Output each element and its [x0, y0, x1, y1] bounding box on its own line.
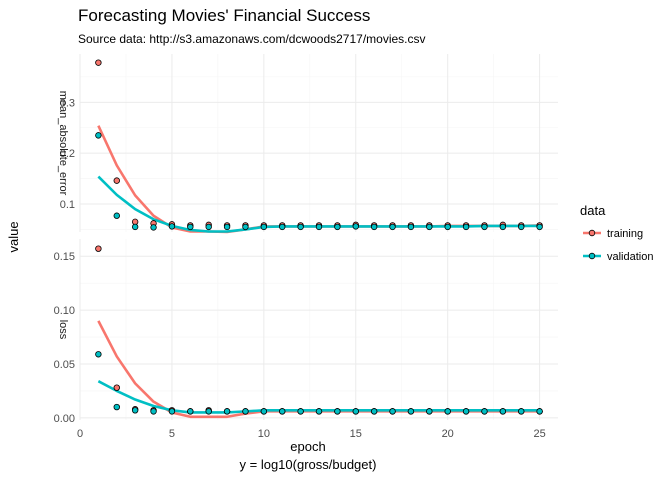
point-validation: [187, 408, 194, 415]
legend-title: data: [580, 203, 606, 218]
point-validation: [536, 408, 543, 415]
point-validation: [499, 408, 507, 415]
point-validation: [518, 223, 525, 231]
panel-label: mean_absolute_error: [57, 91, 69, 196]
point-validation: [95, 132, 102, 139]
point-validation: [518, 408, 525, 415]
legend-label: training: [607, 228, 643, 240]
point-validation: [407, 223, 415, 231]
point-validation: [499, 223, 507, 231]
point-validation: [315, 408, 323, 415]
point-validation: [407, 408, 415, 415]
x-axis-title: epoch: [290, 439, 325, 454]
point-validation: [242, 408, 249, 415]
point-validation: [205, 223, 212, 231]
point-validation: [536, 223, 543, 231]
point-validation: [223, 408, 231, 415]
y-axis-title: value: [6, 221, 21, 252]
point-validation: [113, 212, 120, 219]
point-validation: [426, 223, 433, 231]
point-validation: [279, 223, 286, 231]
point-validation: [352, 408, 359, 415]
legend-key-point: [588, 229, 596, 237]
point-training: [113, 384, 120, 391]
point-validation: [187, 223, 194, 231]
point-validation: [462, 223, 470, 231]
point-validation: [131, 223, 139, 231]
legend: data training validation: [580, 203, 653, 263]
legend-item-validation: validation: [583, 251, 653, 263]
point-validation: [260, 223, 268, 231]
y-tick-label: 0.1: [60, 199, 75, 211]
point-validation: [481, 223, 488, 231]
y-tick-label: 0.10: [54, 305, 75, 317]
x-tick-label: 0: [77, 428, 83, 440]
panel-loss: 0.00 0.05 0.10 0.15 loss: [54, 239, 558, 425]
legend-items: training validation: [583, 228, 653, 263]
point-validation: [113, 403, 120, 411]
point-validation: [389, 223, 396, 231]
trend-line-training: [97, 320, 540, 419]
point-validation: [462, 408, 470, 415]
panel-label: loss: [57, 320, 69, 340]
x-tick-label: 5: [169, 428, 175, 440]
point-validation: [279, 408, 286, 415]
point-validation: [297, 408, 304, 415]
legend-label: validation: [607, 251, 653, 263]
x-tick-label: 20: [442, 428, 454, 440]
point-training: [113, 177, 120, 184]
chart-title: Forecasting Movies' Financial Success: [78, 6, 370, 25]
point-validation: [297, 223, 304, 231]
x-tick-label: 10: [258, 428, 270, 440]
point-validation: [242, 223, 249, 231]
point-validation: [334, 223, 341, 231]
x-axis-subtitle: y = log10(gross/budget): [240, 457, 377, 472]
point-validation: [334, 408, 341, 415]
point-training: [95, 245, 102, 252]
point-validation: [389, 408, 396, 415]
y-tick-label: 0.05: [54, 359, 75, 371]
legend-key-point: [588, 252, 596, 260]
point-validation: [150, 408, 157, 415]
point-validation: [481, 408, 488, 415]
y-tick-label: 0.00: [54, 413, 75, 425]
y-tick-label: 0.15: [54, 251, 75, 263]
legend-item-training: training: [583, 228, 643, 240]
x-tick-label: 25: [533, 428, 545, 440]
y-tick-label: 0.3: [60, 97, 75, 109]
y-tick-label: 0.2: [60, 148, 75, 160]
point-validation: [95, 351, 102, 358]
point-validation: [205, 408, 212, 415]
x-axis-ticks: 0 5 10 15 20 25: [77, 428, 546, 440]
point-validation: [223, 223, 231, 231]
point-validation: [168, 408, 176, 415]
x-tick-label: 15: [350, 428, 362, 440]
point-validation: [352, 223, 359, 230]
point-validation: [168, 223, 176, 230]
point-validation: [131, 407, 139, 414]
point-validation: [444, 223, 451, 231]
point-validation: [444, 408, 451, 415]
trend-line-validation: [97, 380, 540, 414]
point-validation: [370, 408, 378, 415]
point-validation: [370, 223, 378, 231]
point-validation: [150, 224, 157, 231]
point-validation: [315, 223, 323, 231]
chart-subtitle: Source data: http://s3.amazonaws.com/dcw…: [78, 32, 426, 46]
point-training: [95, 59, 102, 66]
point-validation: [426, 408, 433, 415]
point-validation: [260, 408, 268, 415]
